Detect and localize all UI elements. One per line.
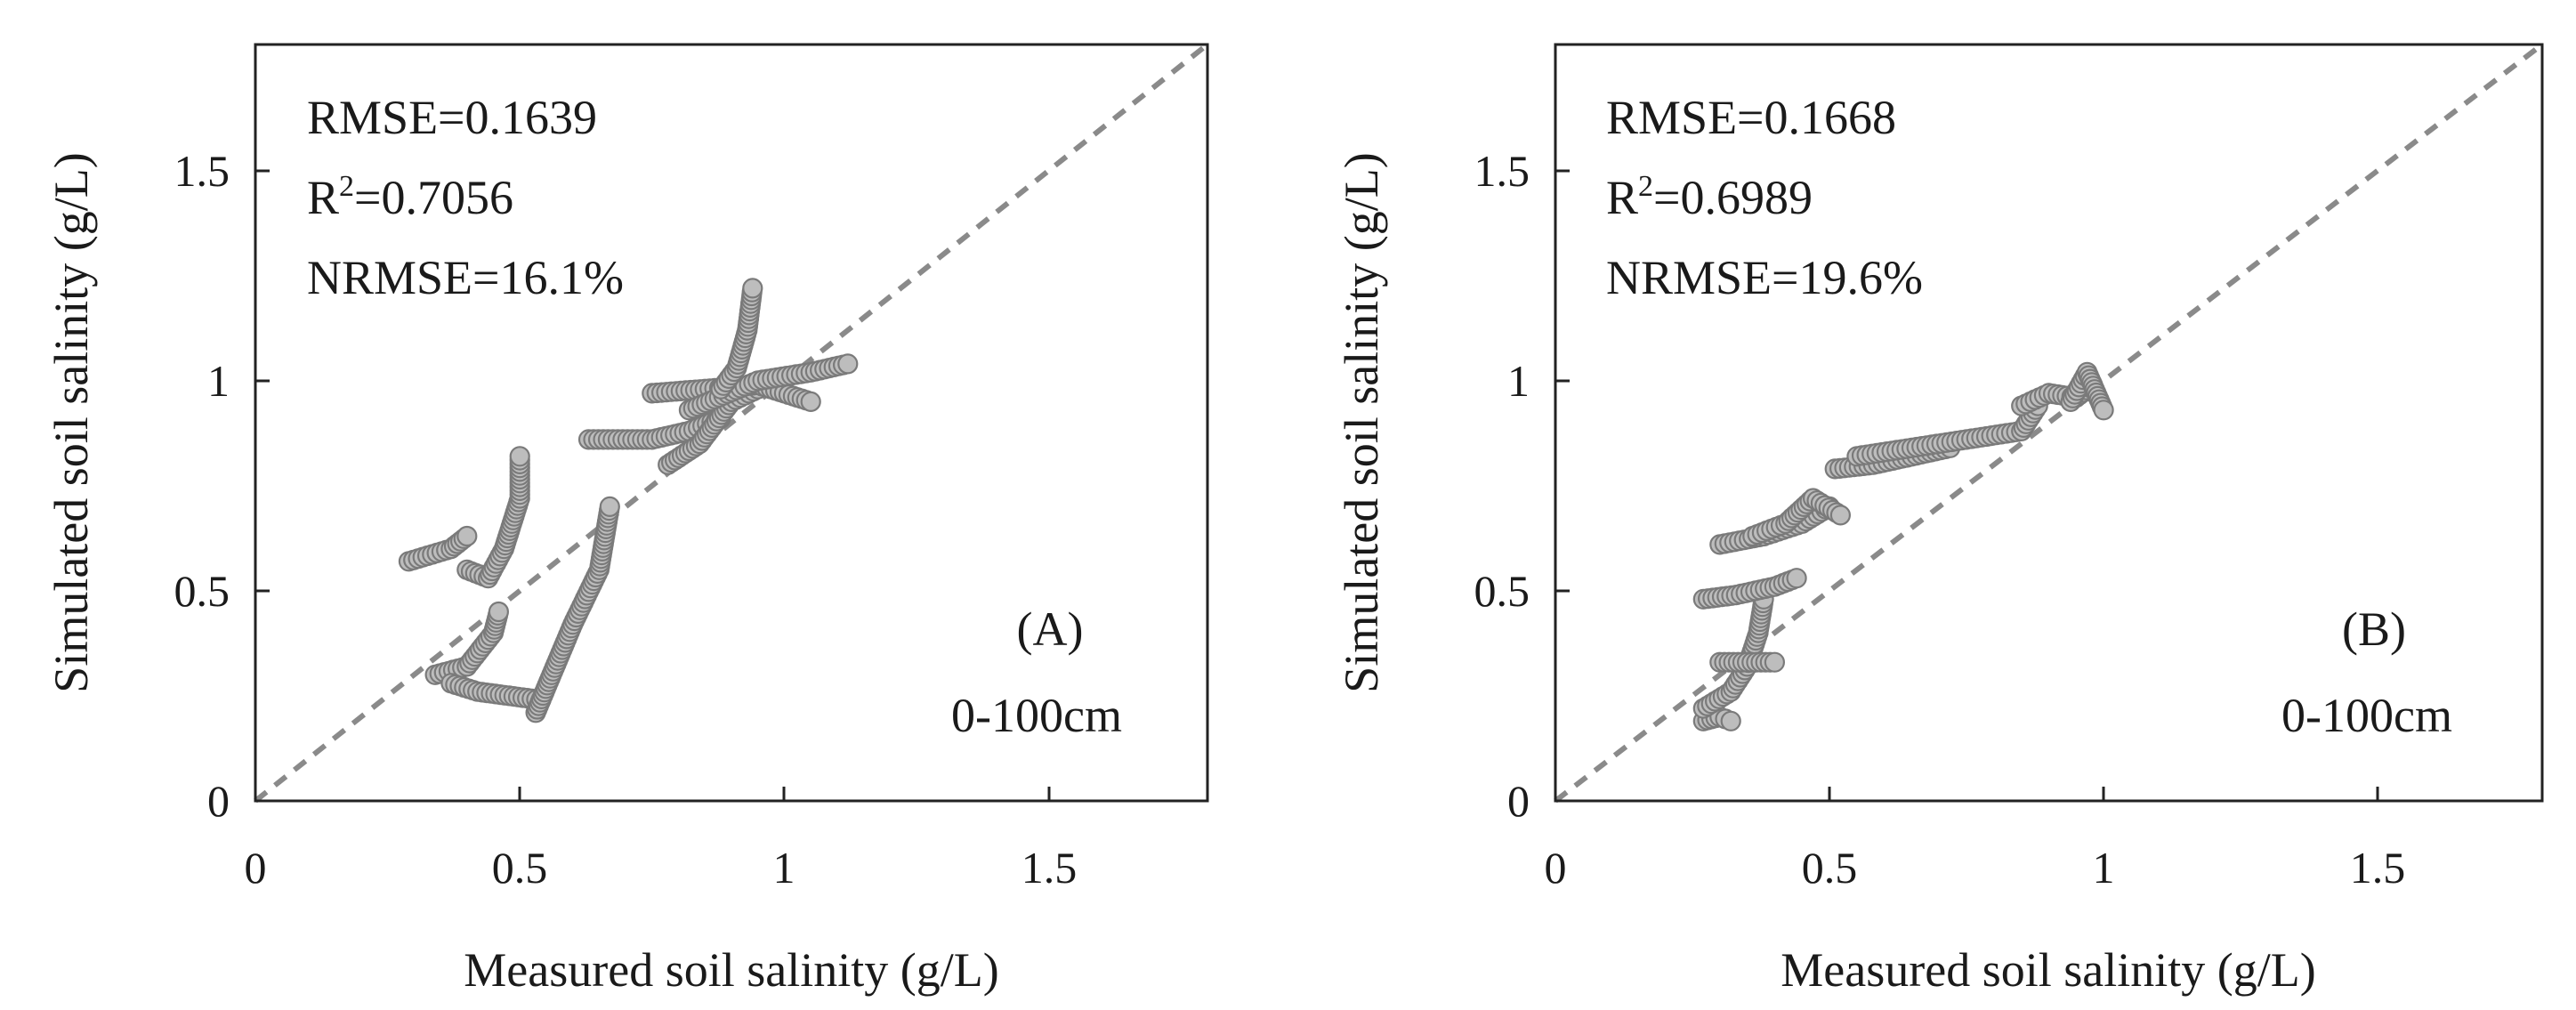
panel-b-r2-superscript: 2 [1638, 170, 1653, 203]
panel-a-data-point-313 [742, 278, 763, 299]
panel-a: 0 0.5 1 1.5 0 0.5 1 1.5 Measured soil sa… [44, 42, 1209, 997]
panel-b-xtick-label-2: 1 [2093, 843, 2115, 893]
panel-a-xtick-label-3: 1.5 [1022, 843, 1078, 893]
panel-a-ytick-label-3: 1.5 [174, 146, 230, 196]
panel-b-data-point-226 [2093, 400, 2114, 421]
panel-b-panel-label: (B) [2342, 602, 2406, 656]
panel-b-ytick-label-0: 0 [1507, 776, 1530, 826]
panel-a-r2-value: =0.7056 [354, 171, 513, 224]
panel-a-data-point-285 [837, 353, 859, 375]
panel-b-rmse-label: RMSE=0.1668 [1606, 91, 1896, 144]
panel-b-x-ticks: 0 0.5 1 1.5 [1545, 787, 2406, 893]
panel-a-xtick-label-2: 1 [773, 843, 795, 893]
panel-a-data-point-249 [800, 391, 821, 412]
panel-b-one-to-one-line [1554, 42, 2544, 804]
panel-b-data-point-122 [1829, 505, 1851, 526]
panel-a-depth-label: 0-100cm [951, 689, 1122, 742]
panel-b-xtick-label-0: 0 [1545, 843, 1567, 893]
panel-a-y-axis-title: Simulated soil salinity (g/L) [44, 152, 98, 692]
panel-a-stats: RMSE=0.1639 R2=0.7056 NRMSE=16.1% [307, 91, 624, 304]
panel-a-y-ticks: 0 0.5 1 1.5 [174, 146, 270, 826]
panel-a-data-point-14 [456, 525, 478, 547]
panel-b-y-axis-title: Simulated soil salinity (g/L) [1335, 152, 1388, 692]
panel-b-stats: RMSE=0.1668 R2=0.6989 NRMSE=19.6% [1606, 91, 1923, 304]
panel-b-r2-prefix: R [1606, 171, 1638, 224]
panel-b-xtick-label-3: 1.5 [2350, 843, 2406, 893]
panel-a-rmse-label: RMSE=0.1639 [307, 91, 597, 144]
panel-b: 0 0.5 1 1.5 0 0.5 1 1.5 Measured soil sa… [1335, 42, 2544, 997]
panel-b-xtick-label-1: 0.5 [1802, 843, 1858, 893]
panel-b-nrmse-label: NRMSE=19.6% [1606, 251, 1923, 304]
panel-b-y-ticks: 0 0.5 1 1.5 [1474, 146, 1570, 826]
panel-b-data-point-6 [1720, 710, 1741, 731]
panel-a-xtick-label-0: 0 [245, 843, 267, 893]
panel-b-data-point-73 [1764, 651, 1786, 673]
panel-a-ytick-label-1: 0.5 [174, 566, 230, 616]
panel-a-plot-frame [254, 43, 1209, 803]
panel-b-data-point-60 [1786, 568, 1807, 589]
panel-a-nrmse-label: NRMSE=16.1% [307, 251, 624, 304]
panel-b-x-axis-title: Measured soil salinity (g/L) [1781, 943, 2315, 997]
panel-b-r2-label: R2=0.6989 [1606, 170, 1813, 224]
panel-a-data-point-156 [599, 496, 620, 518]
panel-b-points [1692, 361, 2114, 731]
panel-a-one-to-one-line [254, 42, 1209, 804]
panel-a-ytick-label-0: 0 [207, 776, 230, 826]
panel-a-data-point-53 [509, 446, 530, 467]
panel-b-r2-value: =0.6989 [1653, 171, 1813, 224]
panel-b-plot-frame [1554, 43, 2544, 803]
panel-a-x-axis-title: Measured soil salinity (g/L) [464, 943, 998, 997]
panel-a-r2-prefix: R [307, 171, 339, 224]
panel-a-r2-superscript: 2 [339, 170, 354, 203]
panel-a-ytick-label-2: 1 [207, 356, 230, 406]
panel-a-data-point-77 [488, 601, 510, 623]
panel-a-r2-label: R2=0.7056 [307, 170, 513, 224]
panel-a-points [398, 278, 859, 723]
panel-b-ytick-label-2: 1 [1507, 356, 1530, 406]
panel-a-x-ticks: 0 0.5 1 1.5 [245, 787, 1078, 893]
panel-b-ytick-label-3: 1.5 [1474, 146, 1530, 196]
panel-a-xtick-label-1: 0.5 [492, 843, 548, 893]
panel-b-depth-label: 0-100cm [2281, 689, 2452, 742]
panel-a-panel-label: (A) [1017, 602, 1084, 656]
panel-b-ytick-label-1: 0.5 [1474, 566, 1530, 616]
